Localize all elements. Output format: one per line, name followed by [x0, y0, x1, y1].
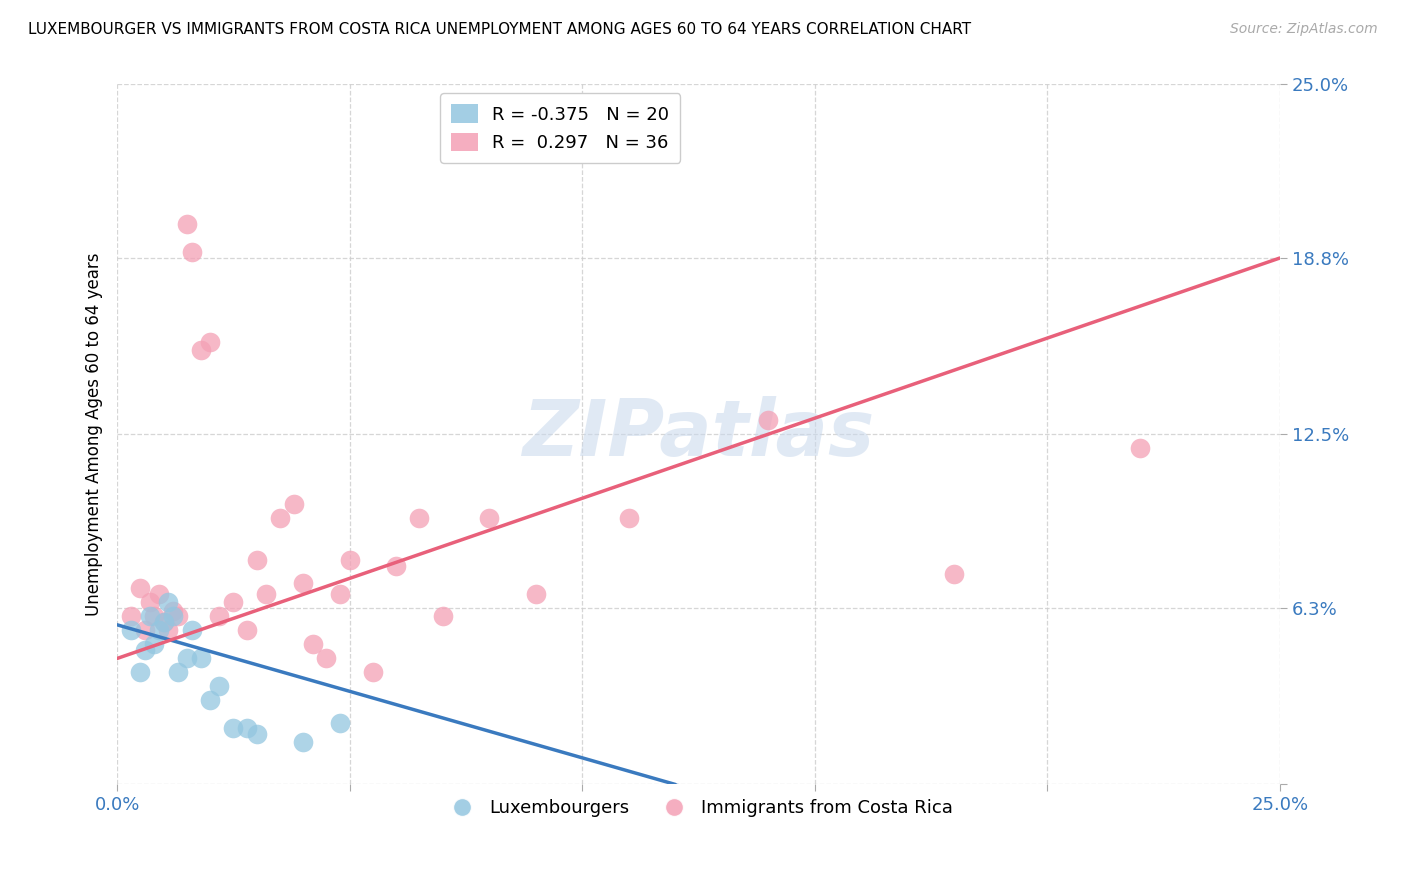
Point: [432, 609, 454, 624]
Text: ZIPatlas: ZIPatlas: [523, 396, 875, 473]
Point: [134, 624, 156, 638]
Point: [157, 624, 180, 638]
Point: [148, 624, 170, 638]
Point: [198, 693, 221, 707]
Y-axis label: Unemployment Among Ages 60 to 64 years: Unemployment Among Ages 60 to 64 years: [86, 252, 103, 616]
Point: [129, 582, 152, 596]
Point: [269, 511, 291, 525]
Point: [408, 511, 430, 525]
Point: [190, 651, 212, 665]
Point: [222, 722, 245, 736]
Point: [246, 553, 269, 567]
Point: [478, 511, 501, 525]
Point: [180, 624, 202, 638]
Point: [143, 637, 166, 651]
Point: [756, 413, 779, 427]
Point: [139, 609, 162, 624]
Text: LUXEMBOURGER VS IMMIGRANTS FROM COSTA RICA UNEMPLOYMENT AMONG AGES 60 TO 64 YEAR: LUXEMBOURGER VS IMMIGRANTS FROM COSTA RI…: [28, 22, 972, 37]
Point: [176, 651, 198, 665]
Point: [120, 624, 142, 638]
Point: [283, 498, 305, 512]
Point: [1129, 442, 1152, 456]
Point: [129, 665, 152, 680]
Point: [329, 587, 352, 601]
Point: [166, 609, 188, 624]
Point: [157, 595, 180, 609]
Point: [246, 727, 269, 741]
Point: [176, 218, 198, 232]
Point: [166, 665, 188, 680]
Point: [152, 615, 174, 629]
Point: [385, 559, 408, 574]
Point: [292, 735, 315, 749]
Point: [222, 595, 245, 609]
Point: [152, 615, 174, 629]
Point: [254, 587, 277, 601]
Point: [292, 575, 315, 590]
Point: [120, 609, 142, 624]
Point: [134, 643, 156, 657]
Point: [524, 587, 547, 601]
Point: [361, 665, 384, 680]
Legend: Luxembourgers, Immigrants from Costa Rica: Luxembourgers, Immigrants from Costa Ric…: [437, 792, 960, 824]
Point: [139, 595, 162, 609]
Point: [143, 609, 166, 624]
Point: [329, 715, 352, 730]
Point: [148, 587, 170, 601]
Text: Source: ZipAtlas.com: Source: ZipAtlas.com: [1230, 22, 1378, 37]
Point: [190, 343, 212, 358]
Point: [208, 680, 231, 694]
Point: [617, 511, 640, 525]
Point: [339, 553, 361, 567]
Point: [236, 722, 259, 736]
Point: [236, 624, 259, 638]
Point: [301, 637, 323, 651]
Point: [162, 604, 184, 618]
Point: [162, 609, 184, 624]
Point: [180, 245, 202, 260]
Point: [315, 651, 337, 665]
Point: [198, 334, 221, 349]
Point: [943, 567, 966, 582]
Point: [208, 609, 231, 624]
